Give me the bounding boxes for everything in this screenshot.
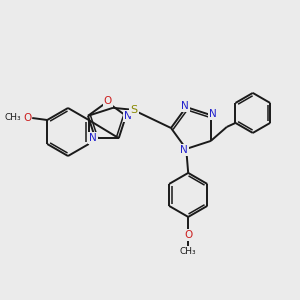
Text: N: N <box>89 133 97 143</box>
Text: N: N <box>124 111 132 121</box>
Text: CH₃: CH₃ <box>180 248 196 256</box>
Text: CH₃: CH₃ <box>5 113 22 122</box>
Text: O: O <box>104 96 112 106</box>
Text: O: O <box>184 230 192 240</box>
Text: N: N <box>181 101 189 111</box>
Text: N: N <box>180 145 188 155</box>
Text: O: O <box>23 113 31 123</box>
Text: S: S <box>130 105 137 115</box>
Text: N: N <box>209 109 217 119</box>
